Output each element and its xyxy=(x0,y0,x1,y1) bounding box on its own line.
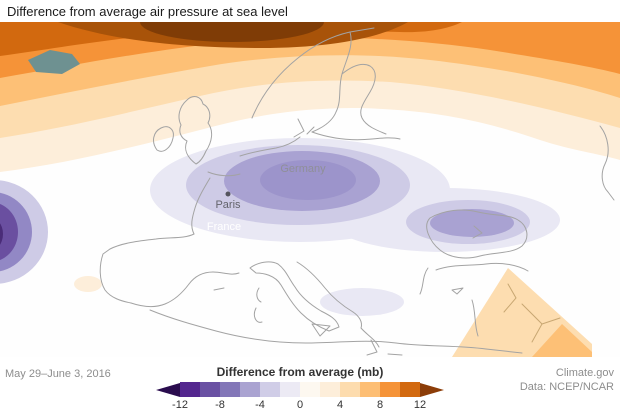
colorbar-segment xyxy=(240,382,260,397)
credits: Climate.gov Data: NCEP/NCAR xyxy=(520,366,614,394)
colorbar-segment xyxy=(200,382,220,397)
colorbar-tick-label: -8 xyxy=(215,399,225,411)
colorbar-segment xyxy=(300,382,320,397)
colorbar-ticks: -12 -8 -4 0 4 8 12 xyxy=(156,399,444,412)
colorbar-tick-label: -12 xyxy=(172,399,188,411)
map-canvas: Germany Paris France xyxy=(0,22,620,357)
colorbar-segment xyxy=(260,382,280,397)
data-credit: Data: NCEP/NCAR xyxy=(519,381,614,393)
colorbar-arrow-right xyxy=(420,382,444,397)
pressure-anomaly-map: Germany Paris France xyxy=(0,22,620,357)
map-label-france: France xyxy=(207,221,241,233)
colorbar-title: Difference from average (mb) xyxy=(216,365,384,379)
source-site: Climate.gov xyxy=(555,367,614,379)
negative-anomaly-contours xyxy=(150,138,560,316)
colorbar-arrow-left xyxy=(156,382,180,397)
southeast-positive-anomaly xyxy=(74,268,592,357)
paris-city-dot xyxy=(225,191,231,197)
coastlines xyxy=(99,27,615,356)
map-label-paris: Paris xyxy=(215,199,241,211)
country-borders-southeast xyxy=(503,283,561,343)
colorbar-tick-label: 8 xyxy=(376,399,384,411)
figure-footer: May 29–June 3, 2016 Difference from aver… xyxy=(0,357,620,413)
colorbar-segment xyxy=(220,382,240,397)
colorbar-tick-label: 0 xyxy=(296,399,304,411)
colorbar-segment xyxy=(360,382,380,397)
colorbar-tick-label: -4 xyxy=(255,399,265,411)
colorbar-segment xyxy=(340,382,360,397)
colorbar-tick-label: 12 xyxy=(413,399,427,411)
map-label-germany: Germany xyxy=(280,163,326,175)
colorbar-segment xyxy=(180,382,200,397)
colorbar-segment xyxy=(320,382,340,397)
colorbar-segment xyxy=(380,382,400,397)
figure-title: Difference from average air pressure at … xyxy=(7,4,288,19)
atlantic-low-anomaly xyxy=(0,180,48,284)
colorbar xyxy=(156,382,444,397)
iceland-shape xyxy=(28,50,80,74)
colorbar-segment xyxy=(280,382,300,397)
date-range: May 29–June 3, 2016 xyxy=(5,368,111,380)
colorbar-tick-label: 4 xyxy=(336,399,344,411)
colorbar-segments xyxy=(180,382,420,397)
colorbar-segment xyxy=(400,382,420,397)
